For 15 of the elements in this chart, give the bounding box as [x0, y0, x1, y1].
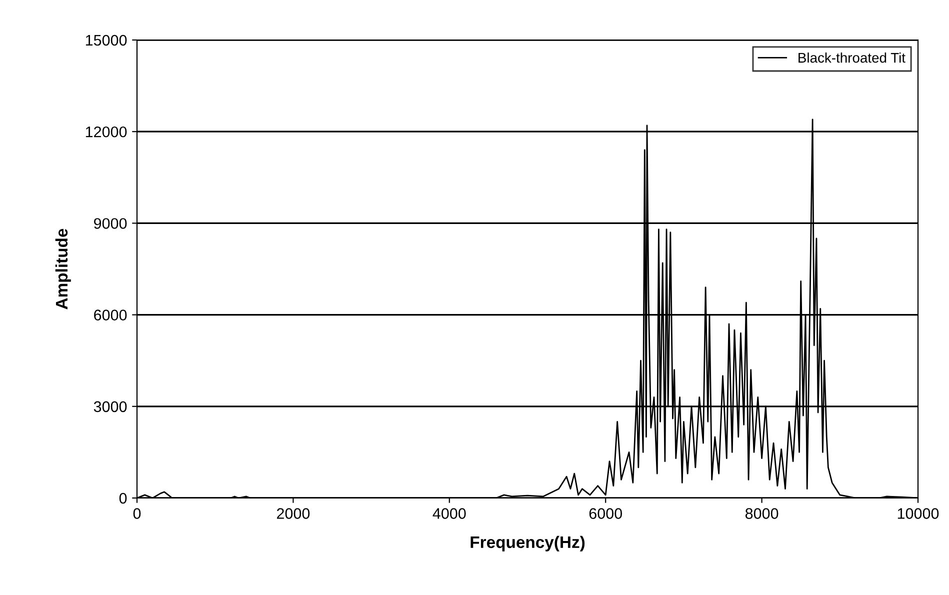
x-tick-label: 0 — [133, 508, 141, 519]
y-axis-title: Amplitude — [55, 228, 71, 310]
legend-label: Black-throated Tit — [798, 52, 906, 63]
y-tick-label: 6000 — [94, 310, 127, 320]
x-axis-title: Frequency(Hz) — [470, 536, 585, 552]
y-tick-label: 9000 — [94, 218, 127, 229]
y-tick-label: 15000 — [86, 34, 127, 46]
x-tick-label: 6000 — [589, 508, 622, 519]
y-tick-label: 0 — [119, 492, 127, 504]
x-tick-label: 8000 — [745, 508, 778, 519]
x-tick-label: 2000 — [276, 508, 310, 519]
y-tick-label: 3000 — [94, 401, 127, 412]
x-tick-label: 10000 — [898, 508, 939, 519]
y-tick-label: 12000 — [86, 126, 127, 138]
x-tick-label: 4000 — [432, 508, 466, 519]
